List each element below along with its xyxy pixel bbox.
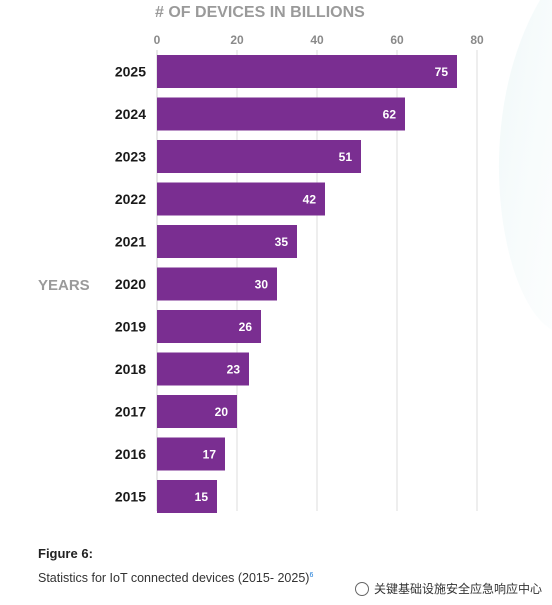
- x-tick-label-40: 40: [310, 33, 324, 47]
- wechat-logo-icon: [354, 581, 369, 596]
- x-tick-label-80: 80: [470, 33, 484, 47]
- category-label-2015: 2015: [115, 489, 146, 505]
- bar-2024: [157, 97, 405, 131]
- watermark: 关键基础设施安全应急响应中心: [354, 580, 542, 597]
- bar-2022: [157, 182, 325, 216]
- category-label-2023: 2023: [115, 149, 146, 165]
- category-labels: 2025 2024 2023 2022 2021 2020 2019 2018 2017 2016…: [115, 64, 146, 505]
- bar-2015: [157, 480, 217, 513]
- value-label-2021: 35: [275, 235, 289, 249]
- x-tick-label-0: 0: [154, 33, 161, 47]
- bar-2018: [157, 352, 249, 386]
- bars: [157, 55, 457, 513]
- value-label-2016: 17: [203, 448, 217, 462]
- category-label-2024: 2024: [115, 106, 146, 122]
- category-label-2018: 2018: [115, 361, 146, 377]
- category-label-2020: 2020: [115, 276, 146, 292]
- value-label-2023: 51: [339, 150, 353, 164]
- category-label-2021: 2021: [115, 234, 146, 250]
- value-label-2024: 62: [383, 108, 397, 122]
- decorative-swoosh: [498, 0, 552, 330]
- value-label-2015: 15: [195, 490, 209, 504]
- bar-2019: [157, 310, 261, 343]
- category-label-2022: 2022: [115, 191, 146, 207]
- bar-chart: # OF DEVICES IN BILLIONS YEARS 0 20 40 60 80…: [38, 0, 552, 513]
- chart-title: # OF DEVICES IN BILLIONS: [155, 4, 365, 21]
- bar-2021: [157, 225, 297, 258]
- bar-2016: [157, 437, 225, 471]
- value-label-2025: 75: [435, 65, 449, 79]
- bar-2020: [157, 267, 277, 301]
- value-label-2019: 26: [239, 320, 253, 334]
- category-label-2016: 2016: [115, 446, 146, 462]
- x-tick-labels: 0 20 40 60 80: [154, 33, 484, 47]
- bar-2023: [157, 140, 361, 173]
- watermark-text: 关键基础设施安全应急响应中心: [373, 582, 542, 596]
- value-label-2017: 20: [215, 405, 229, 419]
- value-label-2018: 23: [227, 363, 241, 377]
- value-label-2020: 30: [255, 278, 269, 292]
- value-labels: 75 62 51 42 35 30 26 23 20 17 15: [195, 65, 449, 504]
- value-label-2022: 42: [303, 193, 317, 207]
- footnote-mark[interactable]: 6: [309, 571, 314, 579]
- category-label-2017: 2017: [115, 404, 146, 420]
- bar-2017: [157, 395, 237, 428]
- figure-caption-text: Statistics for IoT connected devices (20…: [38, 571, 310, 585]
- y-axis-label: YEARS: [38, 277, 90, 294]
- x-tick-label-20: 20: [230, 33, 244, 47]
- figure-label: Figure 6:: [38, 546, 93, 561]
- figure-caption: Statistics for IoT connected devices (20…: [38, 571, 313, 585]
- x-tick-label-60: 60: [390, 33, 404, 47]
- category-label-2025: 2025: [115, 64, 146, 80]
- category-label-2019: 2019: [115, 319, 146, 335]
- bar-2025: [157, 55, 457, 88]
